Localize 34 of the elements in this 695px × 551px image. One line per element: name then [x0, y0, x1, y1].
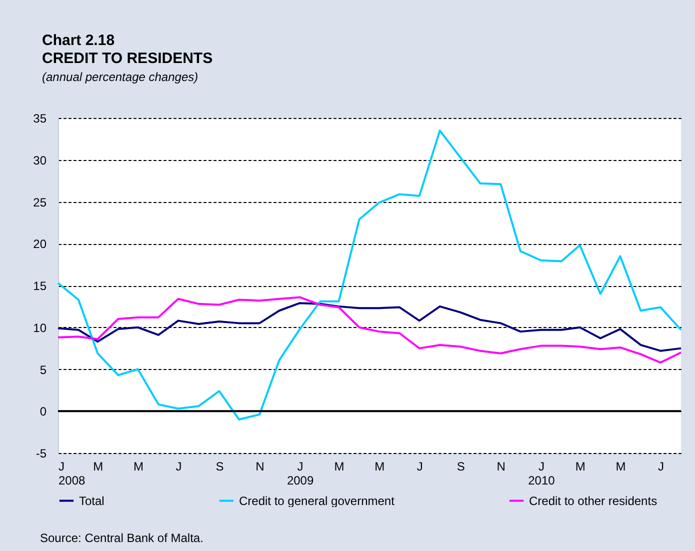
- x-tick-label: J: [658, 460, 664, 474]
- x-tick-label: N: [256, 460, 264, 474]
- line-series: [57, 296, 682, 364]
- y-tick-label: 0: [40, 404, 47, 419]
- x-tick-label: S: [456, 460, 465, 474]
- x-tick-label: M: [575, 460, 586, 474]
- line-series: [57, 130, 682, 420]
- y-tick-label: 5: [40, 362, 47, 377]
- line-series: [57, 302, 682, 352]
- x-tick-label: M: [93, 460, 104, 474]
- x-tick-label: M: [133, 460, 144, 474]
- y-tick-label: 20: [33, 237, 47, 252]
- x-tick-label: J: [416, 460, 423, 474]
- legend-label: Total: [79, 494, 104, 508]
- legend-label: Credit to general government: [239, 494, 396, 508]
- y-tick-label: 25: [33, 195, 47, 210]
- x-tick-label: M: [334, 460, 344, 474]
- x-tick-label: M: [374, 460, 385, 474]
- x-tick-label: J: [176, 460, 182, 474]
- y-tick-label: 15: [33, 279, 47, 293]
- legend-label: Credit to other residents: [529, 494, 658, 508]
- y-tick-label: 30: [33, 153, 47, 168]
- chart-subtitle: (annual percentage changes): [42, 70, 198, 84]
- x-tick-label: J 2008: [58, 460, 86, 488]
- chart-title: Chart 2.18 CREDIT TO RESIDENTS: [42, 32, 213, 68]
- x-tick-label: M: [616, 460, 626, 474]
- y-tick-label: -5: [36, 446, 47, 460]
- x-tick-label: S: [216, 460, 224, 474]
- y-tick-label: 35: [33, 112, 47, 126]
- x-tick-label: J 2010: [528, 460, 556, 488]
- x-tick-label: N: [496, 460, 506, 474]
- source-note: Source: Central Bank of Malta.: [40, 531, 204, 545]
- x-tick-label: J 2009: [286, 460, 314, 488]
- y-tick-label: 10: [33, 320, 47, 335]
